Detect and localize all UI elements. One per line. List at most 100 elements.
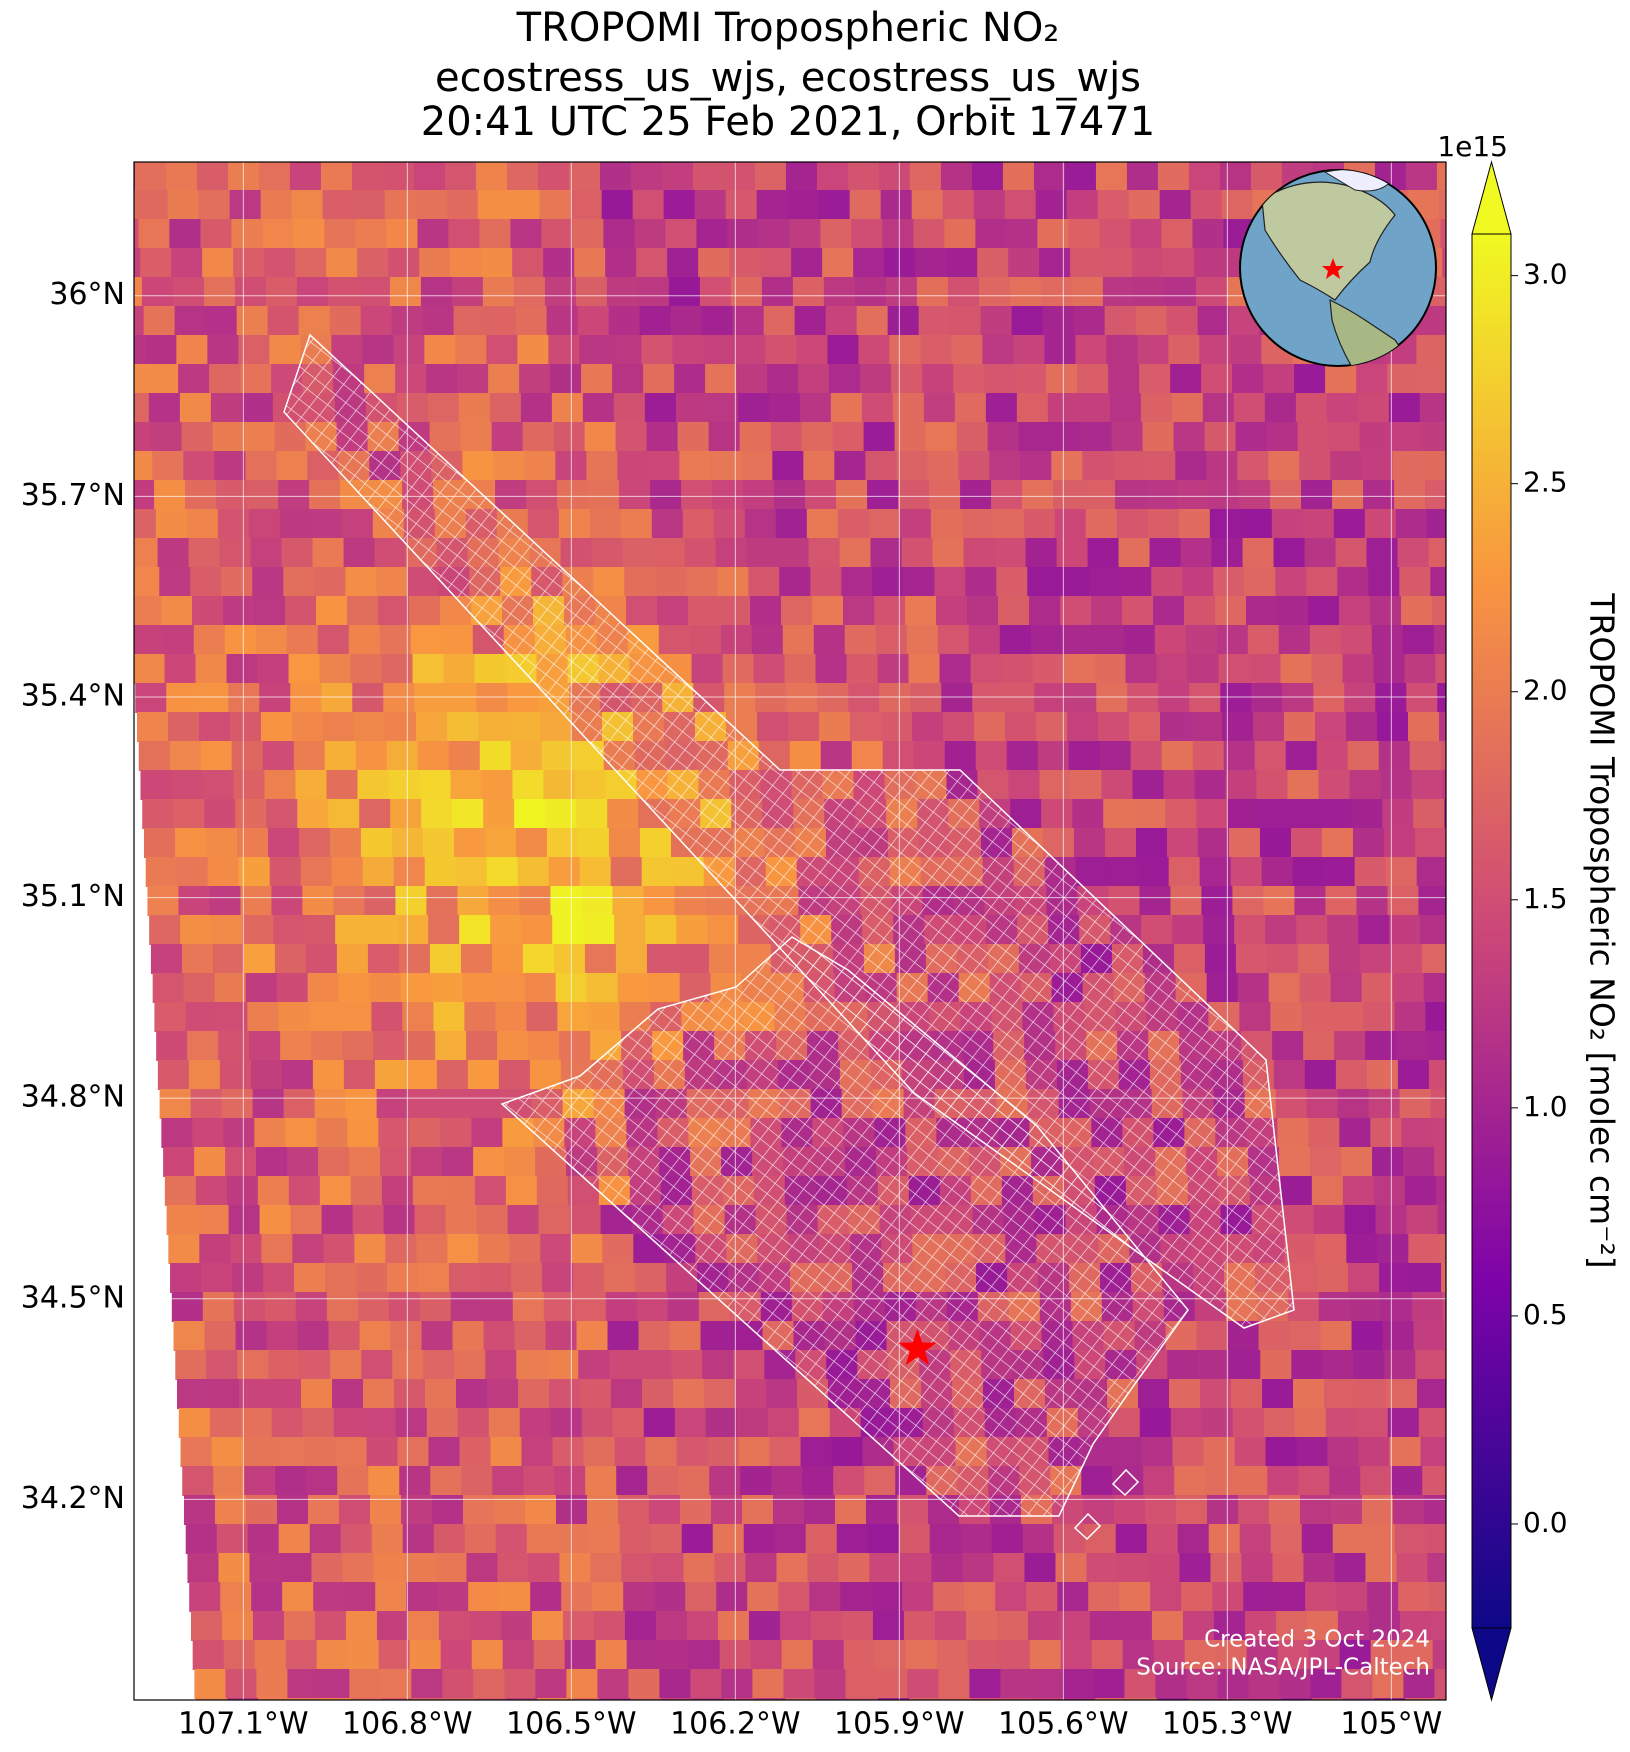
field-cell xyxy=(140,770,173,800)
field-cell xyxy=(488,364,521,394)
field-cell xyxy=(1229,1350,1262,1380)
field-cell xyxy=(583,1437,616,1467)
field-cell xyxy=(1024,1553,1057,1583)
field-cell xyxy=(730,277,763,307)
field-cell xyxy=(770,422,803,452)
field-cell xyxy=(333,1408,366,1438)
field-cell xyxy=(1199,857,1232,887)
field-cell xyxy=(823,277,856,307)
field-cell xyxy=(1205,1466,1238,1496)
field-cell xyxy=(364,364,397,394)
field-cell xyxy=(154,1002,187,1032)
field-cell xyxy=(657,1640,690,1670)
field-cell xyxy=(1204,422,1237,452)
field-cell xyxy=(438,1089,471,1119)
field-cell xyxy=(562,1611,595,1641)
field-cell xyxy=(312,1060,345,1090)
field-cell xyxy=(445,1205,478,1235)
field-cell xyxy=(634,219,667,249)
field-cell xyxy=(1192,741,1225,771)
field-cell xyxy=(171,1292,204,1322)
field-cell xyxy=(729,248,762,278)
field-cell xyxy=(423,1350,456,1380)
field-cell xyxy=(636,248,669,278)
field-cell xyxy=(838,1553,871,1583)
field-cell xyxy=(1175,1495,1208,1525)
field-cell xyxy=(543,248,576,278)
field-cell xyxy=(636,1292,669,1322)
grid xyxy=(134,162,1446,1700)
field-cell xyxy=(1442,1292,1446,1322)
field-cell xyxy=(318,1669,351,1699)
field-cell xyxy=(1146,480,1179,510)
field-cell xyxy=(1004,190,1037,220)
field-cell xyxy=(834,1495,867,1525)
field-cell xyxy=(488,1408,521,1438)
field-cell xyxy=(761,277,794,307)
field-cell xyxy=(1113,1495,1146,1525)
field-cell xyxy=(722,654,755,684)
field-cell xyxy=(324,219,357,249)
field-cell xyxy=(748,567,781,597)
field-cell xyxy=(233,1292,266,1322)
field-cell xyxy=(962,1553,995,1583)
x-tick-label: 107.1°W xyxy=(178,1707,309,1742)
field-cell xyxy=(290,683,323,713)
field-cell xyxy=(426,886,459,916)
field-cell xyxy=(479,219,512,249)
field-cell xyxy=(243,422,276,452)
field-cell xyxy=(252,567,285,597)
field-cell xyxy=(382,162,415,191)
globe-inset xyxy=(1239,169,1437,367)
field-cell xyxy=(1414,828,1446,858)
field-cell xyxy=(974,712,1006,742)
field-cell xyxy=(1088,1582,1121,1612)
field-cell xyxy=(1373,1176,1406,1206)
field-cell xyxy=(965,1611,998,1641)
field-cell xyxy=(869,1553,902,1583)
field-cell xyxy=(549,1379,582,1409)
field-cell xyxy=(459,915,492,945)
field-cell xyxy=(864,1466,897,1496)
field-cell xyxy=(843,1640,876,1670)
field-cell xyxy=(314,1611,347,1641)
field-cell xyxy=(391,828,424,858)
field-cell xyxy=(273,1437,306,1467)
field-cell xyxy=(650,480,683,510)
field-cell xyxy=(1001,654,1034,684)
field-cell xyxy=(221,1611,254,1641)
field-cell xyxy=(1228,828,1261,858)
field-cell xyxy=(1106,857,1139,887)
field-cell xyxy=(350,654,383,684)
field-cell xyxy=(224,625,257,655)
field-cell xyxy=(1357,393,1390,423)
field-cell xyxy=(542,1263,575,1293)
field-cell xyxy=(378,1640,411,1670)
field-cell xyxy=(1008,248,1041,278)
field-cell xyxy=(1005,712,1037,742)
field-cell xyxy=(1392,1495,1425,1525)
field-cell xyxy=(257,1176,290,1206)
field-cell xyxy=(1143,1466,1176,1496)
field-cell xyxy=(1545,1437,1577,1467)
field-cell xyxy=(152,451,185,481)
field-cell xyxy=(789,741,822,771)
field-cell xyxy=(134,219,140,249)
field-cell xyxy=(276,973,309,1003)
field-cell xyxy=(1355,1379,1388,1409)
field-cell xyxy=(249,1031,282,1061)
field-cell xyxy=(320,1698,353,1700)
field-cell xyxy=(295,248,328,278)
field-cell xyxy=(1385,857,1418,887)
field-cell xyxy=(450,1292,483,1322)
field-cell xyxy=(734,335,767,365)
field-cell xyxy=(1282,683,1315,713)
field-cell xyxy=(1432,596,1446,626)
field-cell xyxy=(348,625,381,655)
field-cell xyxy=(455,335,488,365)
field-cell xyxy=(310,509,343,539)
field-cell xyxy=(474,1176,507,1206)
field-cell xyxy=(1408,712,1440,742)
field-cell xyxy=(843,596,876,626)
field-cell xyxy=(240,886,273,916)
